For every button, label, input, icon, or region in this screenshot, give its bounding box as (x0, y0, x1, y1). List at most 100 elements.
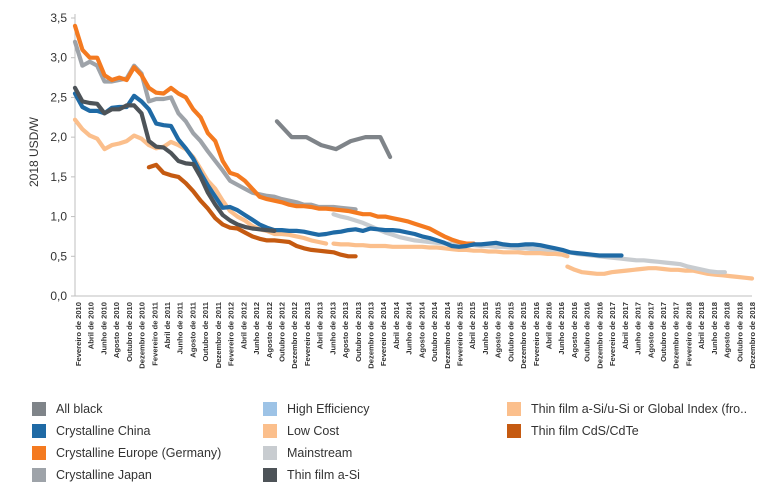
legend-swatch (32, 424, 46, 438)
x-tick-label: Abril de 2011 (163, 301, 172, 349)
x-tick-label: Junho de 2010 (99, 302, 108, 355)
legend-label: All black (56, 402, 103, 416)
x-tick-label: Outubro de 2017 (659, 302, 668, 362)
x-tick-label: Abril de 2010 (87, 302, 96, 349)
x-tick-label: Abril de 2013 (316, 302, 325, 349)
y-tick-label: 2,0 (50, 130, 67, 144)
legend-label: Thin film CdS/CdTe (531, 424, 639, 438)
x-axis: Fevereiro de 2010 Abril de 2010 Junho de 2… (74, 295, 757, 369)
series-line-thin-film-cds-cdte (146, 162, 358, 259)
legend-label: Crystalline China (56, 424, 151, 438)
y-tick-label: 0,5 (50, 249, 67, 263)
legend-label: Thin film a-Si (287, 468, 360, 482)
x-tick-label: Outubro de 2011 (201, 301, 210, 361)
x-tick-label: Agosto de 2016 (570, 302, 579, 358)
y-axis: 0,0 0,5 1,0 1,5 2,0 2,5 3,0 3,5 (50, 11, 76, 303)
x-tick-label: Fevereiro de 2010 (74, 302, 83, 366)
y-tick-label: 1,5 (50, 170, 67, 184)
legend-item-low-cost[interactable]: Low Cost (263, 422, 339, 440)
legend-label: Crystalline Japan (56, 468, 152, 482)
x-tick-label: Abril de 2018 (697, 302, 706, 349)
x-tick-label: Outubro de 2014 (430, 301, 439, 362)
x-tick-label: Abril de 2014 (392, 301, 401, 349)
x-tick-label: Outubro de 2016 (583, 302, 592, 362)
x-tick-label: Junho de 2015 (481, 301, 490, 355)
legend-item-crystalline-europe[interactable]: Crystalline Europe (Germany) (32, 444, 221, 462)
series-line-mainstream (331, 212, 727, 275)
legend-swatch (263, 424, 277, 438)
x-tick-label: Junho de 2011 (176, 301, 185, 354)
legend-item-crystalline-china[interactable]: Crystalline China (32, 422, 150, 440)
legend-label: Thin film a-Si/u-Si or Global Index (fro… (531, 402, 748, 416)
x-tick-label: Fevereiro de 2012 (227, 302, 236, 366)
y-axis-label: 2018 USD/W (27, 116, 41, 187)
legend-label: Low Cost (287, 424, 340, 438)
x-tick-label: Abril de 2016 (545, 302, 554, 349)
x-tick-label: Fevereiro de 2017 (608, 302, 617, 366)
series-line-low-cost (331, 241, 570, 259)
legend-label: Mainstream (287, 446, 353, 460)
x-tick-label: Junho de 2018 (710, 302, 719, 355)
legend-item-mainstream[interactable]: Mainstream (263, 444, 352, 462)
x-tick-label: Junho de 2013 (328, 302, 337, 355)
legend-swatch (507, 402, 521, 416)
x-tick-label: Junho de 2017 (634, 302, 643, 355)
legend-swatch (263, 402, 277, 416)
x-tick-label: Agosto de 2012 (265, 302, 274, 358)
x-tick-label: Agosto de 2014 (417, 301, 426, 358)
legend-swatch (263, 446, 277, 460)
legend-item-thin-film-cds-cdte[interactable]: Thin film CdS/CdTe (507, 422, 639, 440)
y-tick-label: 0,0 (50, 289, 67, 303)
x-tick-label: Dezembro de 2012 (290, 302, 299, 369)
x-tick-label: Dezembro de 2013 (367, 302, 376, 369)
series-layer (72, 23, 755, 281)
x-tick-label: Outubro de 2010 (125, 302, 134, 362)
price-line-chart: 0,0 0,5 1,0 1,5 2,0 2,5 3,0 3,5 2018 USD/W Feve… (27, 11, 757, 369)
series-line-crystalline-china (72, 91, 624, 258)
x-tick-label: Fevereiro de 2016 (532, 302, 541, 366)
legend-label: Crystalline Europe (Germany) (56, 446, 222, 460)
series-line-all-black (274, 119, 393, 160)
legend-item-all-black[interactable]: All black (32, 400, 103, 418)
x-tick-label: Fevereiro de 2015 (456, 301, 465, 366)
series-line-thin-film-a-si-u-si-or-global-index-fro-segment (565, 264, 755, 281)
x-tick-label: Outubro de 2013 (354, 302, 363, 362)
series-line-crystalline-japan (72, 39, 358, 212)
x-tick-label: Abril de 2015 (468, 301, 477, 349)
x-tick-label: Dezembro de 2014 (443, 301, 452, 368)
series-line-thin-film-a-si (72, 85, 277, 233)
x-tick-label: Agosto de 2015 (494, 301, 503, 358)
legend-item-crystalline-japan[interactable]: Crystalline Japan (32, 466, 152, 484)
x-tick-label: Dezembro de 2016 (595, 302, 604, 369)
x-tick-label: Abril de 2012 (239, 302, 248, 349)
legend-label: High Efficiency (287, 402, 370, 416)
legend-swatch (263, 468, 277, 482)
x-tick-label: Junho de 2014 (405, 301, 414, 355)
x-tick-label: Agosto de 2017 (646, 302, 655, 358)
legend: All black High Efficiency Thin film a-Si… (0, 396, 779, 487)
x-tick-label: Dezembro de 2010 (138, 302, 147, 369)
x-tick-label: Junho de 2012 (252, 302, 261, 355)
legend-swatch (32, 446, 46, 460)
y-tick-label: 3,5 (50, 11, 67, 25)
x-tick-label: Outubro de 2012 (278, 302, 287, 362)
x-tick-label: Outubro de 2018 (735, 302, 744, 362)
y-tick-label: 3,0 (50, 51, 67, 65)
x-tick-label: Agosto de 2010 (112, 302, 121, 358)
x-tick-label: Outubro de 2015 (506, 301, 515, 362)
legend-item-thin-film-asi-usi[interactable]: Thin film a-Si/u-Si or Global Index (fro… (507, 400, 747, 418)
x-tick-label: Abril de 2017 (621, 302, 630, 349)
x-tick-label: Junho de 2016 (557, 302, 566, 355)
x-tick-label: Dezembro de 2018 (748, 302, 757, 369)
legend-item-high-efficiency[interactable]: High Efficiency (263, 400, 369, 418)
x-tick-label: Fevereiro de 2011 (150, 301, 159, 366)
legend-item-thin-film-asi[interactable]: Thin film a-Si (263, 466, 360, 484)
x-tick-label: Agosto de 2013 (341, 302, 350, 358)
x-tick-label: Dezembro de 2017 (672, 302, 681, 369)
y-tick-label: 1,0 (50, 210, 67, 224)
legend-swatch (32, 468, 46, 482)
y-tick-label: 2,5 (50, 90, 67, 104)
x-tick-label: Agosto de 2011 (189, 301, 198, 357)
x-tick-label: Agosto de 2018 (723, 302, 732, 358)
series-line-crystalline-europe-germany (72, 23, 476, 246)
